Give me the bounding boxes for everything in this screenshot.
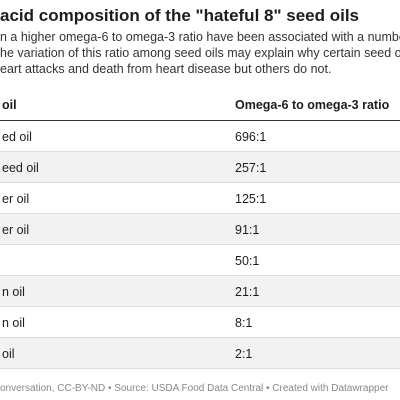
oil-cell: n oil [2,316,25,330]
footer: onversation, CC-BY-ND • Source: USDA Foo… [0,383,389,394]
oil-cell: er oil [2,223,30,237]
ratio-cell: 696:1 [235,130,267,144]
ratio-cell: 125:1 [235,192,267,206]
subtitle-line: eart attacks and death from heart diseas… [0,62,332,76]
oil-cell: er oil [2,192,30,206]
ratio-cell: 50:1 [235,254,260,268]
table-row: 50:1 [0,245,400,276]
oil-cell: ed oil [2,130,32,144]
table-row: oil 2:1 [0,338,400,369]
oil-cell: oil [2,347,15,361]
ratio-cell: 21:1 [235,285,260,299]
subtitle-line: n a higher omega-6 to omega-3 ratio have… [0,30,400,44]
table-row: er oil 125:1 [0,183,400,214]
title: acid composition of the "hateful 8" seed… [0,6,360,25]
ratio-cell: 2:1 [235,347,253,361]
header-rule [0,120,400,121]
table-row: eed oil 257:1 [0,152,400,183]
table-row: ed oil 696:1 [0,121,400,152]
ratio-cell: 8:1 [235,316,253,330]
column-header: Omega-6 to omega-3 ratio [235,98,390,112]
column-header: oil [2,98,17,112]
ratio-cell: 91:1 [235,223,260,237]
ratio-cell: 257:1 [235,161,267,175]
table-row: er oil 91:1 [0,214,400,245]
subtitle-line: he variation of this ratio among seed oi… [0,46,400,60]
oil-cell: eed oil [2,161,39,175]
table-row: n oil 8:1 [0,307,400,338]
oil-cell: n oil [2,285,25,299]
table-row: n oil 21:1 [0,276,400,307]
